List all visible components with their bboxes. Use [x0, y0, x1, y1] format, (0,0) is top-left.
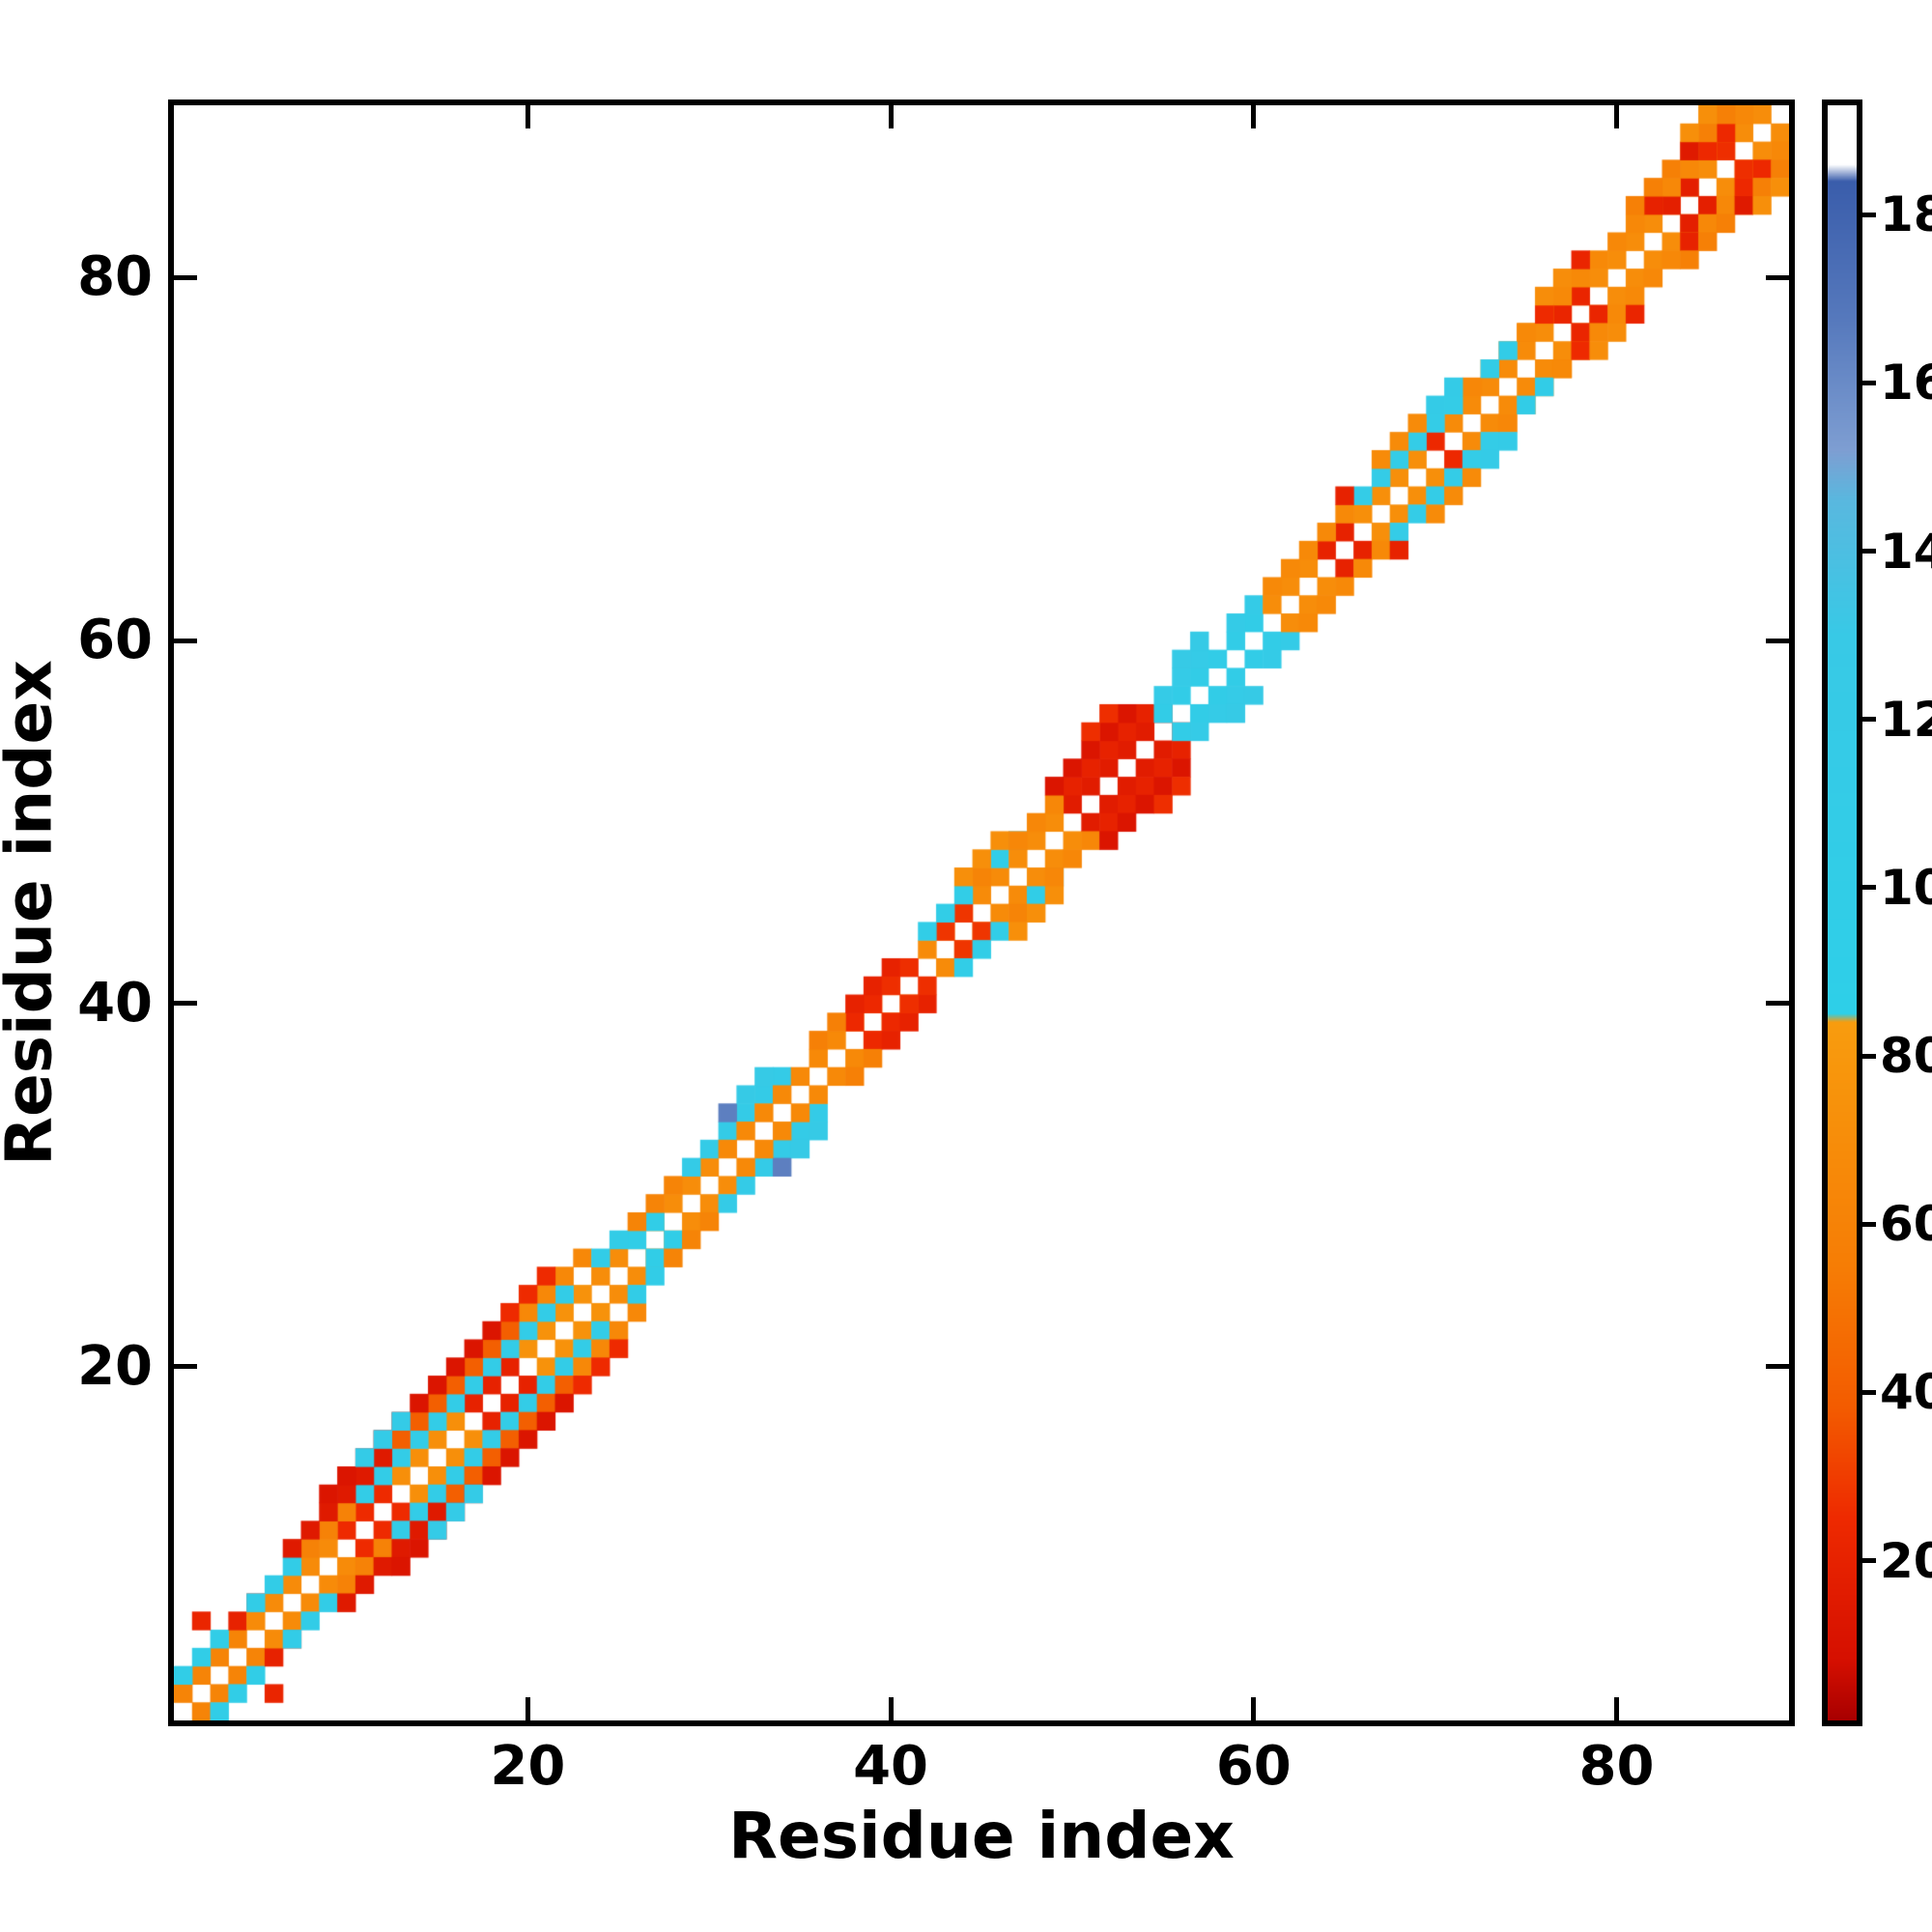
colorbar-tick-mark [1862, 1221, 1876, 1227]
colorbar-tick-label: 20 [1880, 1532, 1932, 1589]
colorbar-tick-label: 180 [1880, 186, 1932, 243]
y-tick-mark [174, 1001, 197, 1007]
colorbar-tick-mark [1862, 1558, 1876, 1564]
x-tick-mark [525, 1697, 530, 1720]
y-tick-label: 80 [77, 245, 153, 309]
x-tick-mark-top [1614, 105, 1620, 128]
colorbar-tick-mark [1862, 549, 1876, 554]
x-tick-label: 60 [1215, 1735, 1292, 1798]
x-tick-mark-top [1251, 105, 1257, 128]
y-tick-label: 60 [77, 609, 153, 672]
colorbar-tick-mark [1862, 212, 1876, 217]
colorbar-tick-mark [1862, 717, 1876, 723]
colorbar-canvas [1828, 105, 1857, 1720]
y-tick-mark-right [1766, 638, 1789, 643]
colorbar-tick-mark [1862, 380, 1876, 385]
colorbar-tick-mark [1862, 885, 1876, 891]
x-tick-mark [1614, 1697, 1620, 1720]
colorbar-tick-label: 100 [1880, 859, 1932, 916]
y-tick-mark-right [1766, 1364, 1789, 1370]
y-axis-label: Residue index [0, 660, 67, 1166]
x-tick-mark [1251, 1697, 1257, 1720]
colorbar-tick-label: 60 [1880, 1196, 1932, 1253]
colorbar-tick-label: 40 [1880, 1364, 1932, 1421]
y-tick-mark [174, 1364, 197, 1370]
colorbar-tick-mark [1862, 1053, 1876, 1059]
heatmap-canvas [174, 105, 1789, 1720]
x-tick-label: 40 [853, 1735, 929, 1798]
x-tick-label: 80 [1578, 1735, 1655, 1798]
y-tick-label: 40 [77, 971, 153, 1035]
colorbar-tick-label: 120 [1880, 691, 1932, 748]
colorbar-tick-label: 140 [1880, 523, 1932, 580]
plot-area [168, 99, 1795, 1726]
y-tick-label: 20 [77, 1334, 153, 1398]
colorbar-tick-label: 160 [1880, 355, 1932, 412]
x-axis-label: Residue index [728, 1799, 1235, 1873]
y-tick-mark [174, 638, 197, 643]
x-tick-mark [888, 1697, 894, 1720]
x-tick-mark-top [525, 105, 530, 128]
y-tick-mark [174, 274, 197, 280]
y-tick-mark-right [1766, 274, 1789, 280]
y-tick-mark-right [1766, 1001, 1789, 1007]
x-tick-mark-top [888, 105, 894, 128]
colorbar-tick-label: 80 [1880, 1028, 1932, 1085]
colorbar-tick-mark [1862, 1389, 1876, 1395]
colorbar [1822, 99, 1862, 1726]
x-tick-label: 20 [490, 1735, 566, 1798]
